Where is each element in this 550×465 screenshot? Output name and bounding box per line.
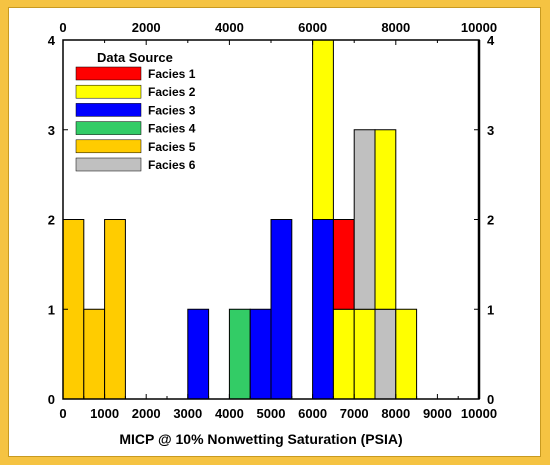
chart-frame: 0 1000 2000 3000 4000 5000 6000 7000 8000 9000 100… (8, 7, 541, 457)
legend: Data Source Facies 1 Facies 2 Facies 3 Facie… (75, 50, 196, 172)
bar-facies-6-7500 (374, 308, 397, 400)
y-tick-label-left: 3 (48, 123, 55, 138)
legend-swatch-facies-4 (75, 121, 142, 135)
bar-facies-4-4000 (228, 308, 251, 400)
x-tick-label-top: 4000 (215, 20, 244, 35)
legend-label-facies-3: Facies 3 (148, 103, 196, 117)
legend-label-facies-6: Facies 6 (148, 158, 196, 172)
y-tick-label-right: 2 (487, 213, 494, 228)
bar-facies-2-6500 (332, 308, 355, 400)
x-tick-label-top: 6000 (298, 20, 327, 35)
x-tick-label-top: 8000 (381, 20, 410, 35)
legend-swatch-facies-3 (75, 103, 142, 117)
x-tick-label-bottom: 5000 (257, 406, 286, 421)
bar-facies-6-7000 (353, 129, 376, 310)
x-tick-label-bottom: 9000 (423, 406, 452, 421)
y-tick-label-right: 1 (487, 302, 494, 317)
x-tick-label-bottom: 1000 (90, 406, 119, 421)
x-tick-label-bottom: 10000 (461, 406, 497, 421)
y-tick-label-left: 0 (48, 392, 55, 407)
legend-label-facies-2: Facies 2 (148, 85, 196, 99)
bar-facies-3-3000 (187, 308, 210, 400)
histogram-chart: 0 1000 2000 3000 4000 5000 6000 7000 8000 9000 100… (48, 20, 497, 447)
legend-swatch-facies-2 (75, 84, 142, 99)
bar-facies-2-8000 (395, 308, 418, 400)
x-tick-label-bottom: 8000 (381, 406, 410, 421)
bar-facies-3-5000 (270, 219, 293, 400)
x-tick-label-bottom: 6000 (298, 406, 327, 421)
bar-facies-1-6500 (332, 219, 355, 310)
bar-facies-5-500 (83, 308, 106, 400)
y-tick-label-left: 2 (48, 213, 55, 228)
legend-label-facies-5: Facies 5 (148, 140, 196, 154)
y-tick-label-left: 1 (48, 302, 55, 317)
x-tick-label-bottom: 2000 (132, 406, 161, 421)
y-tick-label-right: 3 (487, 123, 494, 138)
y-tick-label-right: 4 (487, 33, 495, 48)
bar-facies-3-6000 (312, 219, 334, 400)
y-tick-label-right: 0 (487, 392, 494, 407)
x-tick-label-bottom: 3000 (173, 406, 202, 421)
bar-facies-2-6000 (312, 39, 334, 220)
x-tick-label-bottom: 4000 (215, 406, 244, 421)
legend-swatch-facies-1 (75, 66, 142, 81)
bar-facies-2-7000 (353, 308, 376, 400)
x-tick-label-top: 2000 (132, 20, 161, 35)
bar-facies-5-1000 (104, 219, 126, 400)
ticks-layer: 0 1000 2000 3000 4000 5000 6000 7000 8000 9000 100… (48, 20, 497, 421)
bar-facies-2-7500 (374, 129, 397, 310)
legend-label-facies-1: Facies 1 (148, 67, 196, 81)
y-tick-label-left: 4 (48, 33, 56, 48)
x-tick-label-top: 0 (59, 20, 66, 35)
bars-layer (62, 39, 418, 400)
legend-title: Data Source (97, 50, 173, 65)
legend-swatch-facies-5 (75, 139, 142, 154)
legend-label-facies-4: Facies 4 (148, 122, 196, 136)
x-tick-label-bottom: 7000 (340, 406, 369, 421)
x-tick-label-top: 10000 (461, 20, 497, 35)
bar-facies-3-4500 (249, 308, 272, 400)
x-tick-label-bottom: 0 (59, 406, 66, 421)
x-axis-label: MICP @ 10% Nonwetting Saturation (PSIA) (119, 431, 402, 447)
legend-swatch-facies-6 (75, 157, 142, 172)
